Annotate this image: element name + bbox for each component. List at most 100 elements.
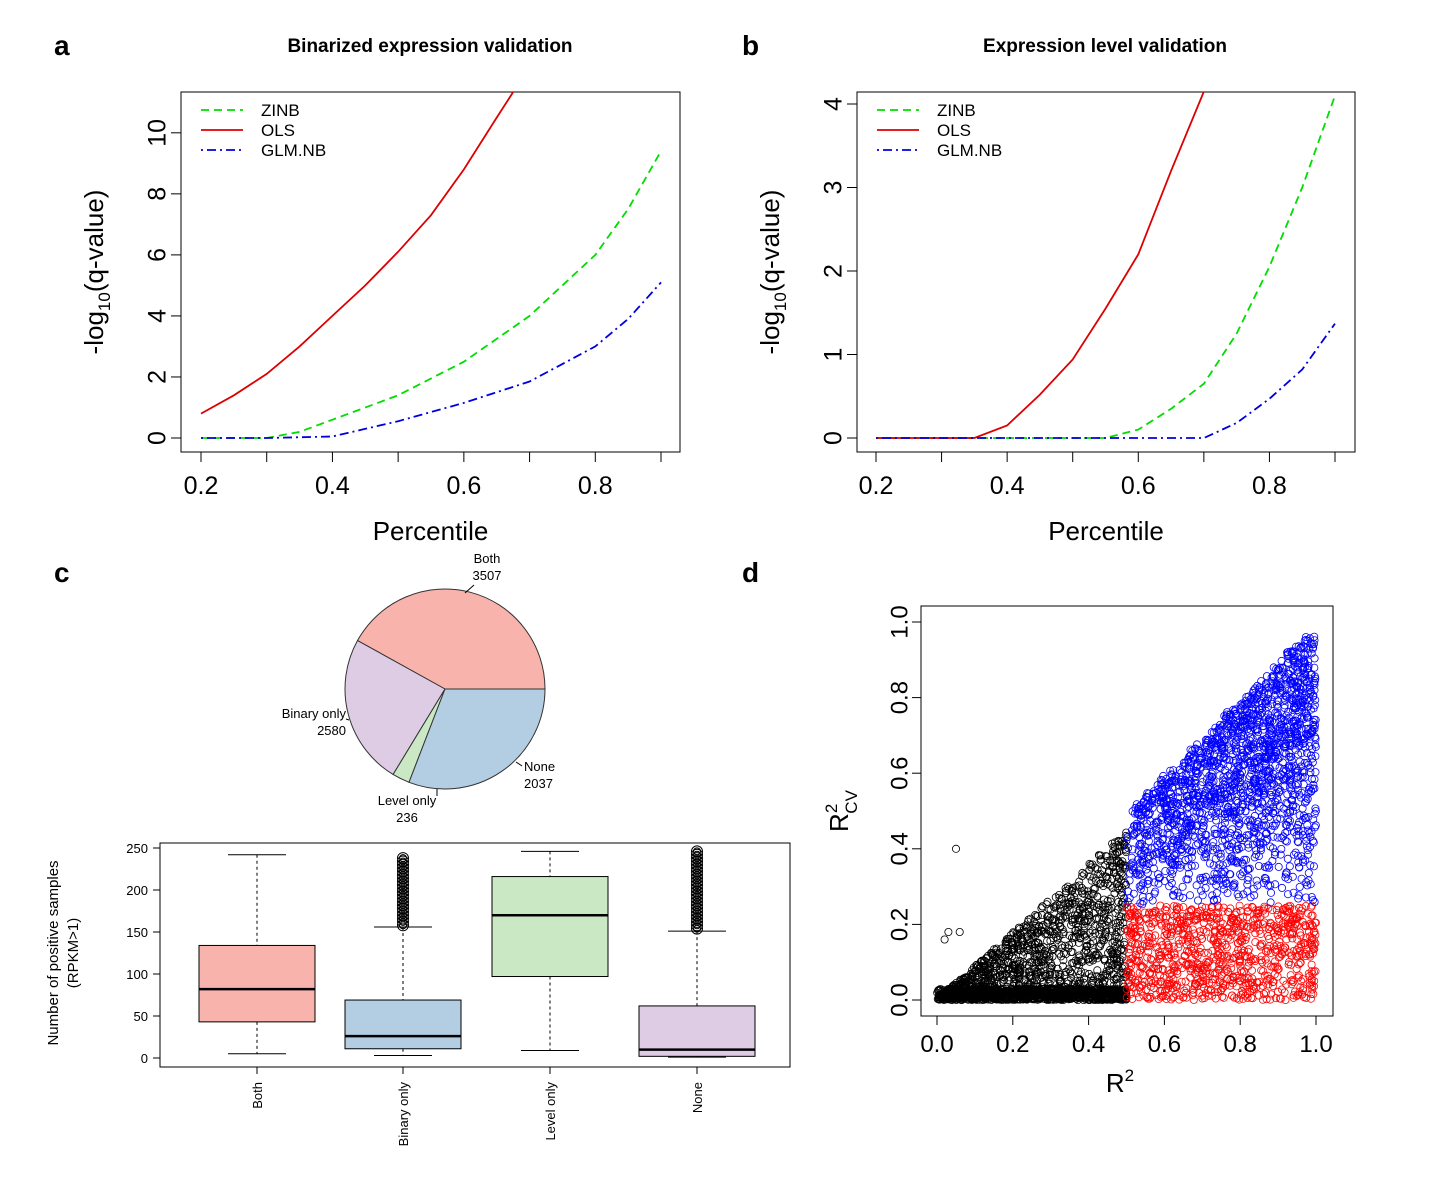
- scatter-point: [1146, 955, 1155, 964]
- scatter-point: [1081, 918, 1090, 927]
- scatter-point: [1180, 952, 1189, 961]
- scatter-point: [1114, 987, 1123, 996]
- y-axis-label-units: (RPKM>1): [65, 918, 82, 988]
- scatter-point: [1151, 977, 1160, 986]
- scatter-point: [1068, 948, 1077, 957]
- scatter-point: [1007, 937, 1016, 946]
- scatter-point: [1157, 919, 1166, 928]
- scatter-point: [1092, 914, 1101, 923]
- scatter-point: [1277, 845, 1286, 854]
- scatter-point: [1106, 881, 1115, 890]
- scatter-point: [1101, 969, 1110, 978]
- scatter-point: [1189, 944, 1198, 953]
- scatter-point: [1277, 834, 1286, 843]
- scatter-point: [1064, 899, 1073, 908]
- scatter-point: [1273, 739, 1282, 748]
- scatter-point: [1149, 864, 1158, 873]
- scatter-point: [1171, 826, 1180, 835]
- scatter-point: [1271, 880, 1280, 889]
- scatter-point: [1241, 935, 1250, 944]
- scatter-point: [1214, 807, 1223, 816]
- scatter-point: [1294, 944, 1303, 953]
- scatter-point: [1015, 974, 1024, 983]
- legend-label: GLM.NB: [261, 141, 326, 160]
- scatter-point: [1164, 940, 1173, 949]
- scatter-point: [1279, 918, 1288, 927]
- series-group: [200, 92, 662, 439]
- scatter-point: [1028, 995, 1037, 1004]
- scatter-point: [1038, 902, 1047, 911]
- series-line-ols: [200, 92, 515, 415]
- scatter-point: [1221, 766, 1230, 775]
- scatter-point: [1234, 815, 1243, 824]
- scatter-point: [1236, 922, 1245, 931]
- scatter-point: [1108, 925, 1117, 934]
- scatter-point: [1057, 977, 1066, 986]
- outlier-point: [691, 865, 703, 878]
- scatter-point: [1158, 855, 1167, 864]
- scatter-point: [1177, 920, 1186, 929]
- scatter-point: [1228, 927, 1237, 936]
- scatter-point: [1127, 853, 1136, 862]
- scatter-point: [1131, 932, 1140, 941]
- scatter-point: [1104, 902, 1113, 911]
- scatter-point: [1153, 965, 1162, 974]
- x-tick-label: 0.8: [1224, 1031, 1257, 1058]
- scatter-point: [1257, 956, 1266, 965]
- scatter-point: [1094, 900, 1103, 909]
- scatter-point: [1161, 803, 1170, 812]
- scatter-point: [1216, 987, 1225, 996]
- scatter-point: [1223, 974, 1232, 983]
- scatter-point: [1124, 979, 1133, 988]
- scatter-point: [972, 960, 981, 969]
- scatter-point: [1207, 978, 1216, 987]
- scatter-point: [1072, 993, 1081, 1002]
- scatter-point: [1218, 869, 1227, 878]
- scatter-point: [1281, 996, 1290, 1005]
- scatter-point: [1302, 713, 1311, 722]
- scatter-point: [1180, 786, 1189, 795]
- scatter-point: [1168, 960, 1177, 969]
- scatter-point: [1299, 984, 1308, 993]
- y-tick-label: 2: [820, 264, 848, 278]
- scatter-point: [1011, 975, 1020, 984]
- scatter-point: [1251, 955, 1260, 964]
- scatter-point: [1171, 953, 1180, 962]
- scatter-point: [1234, 938, 1243, 947]
- scatter-point: [1231, 738, 1240, 747]
- scatter-point: [1163, 947, 1172, 956]
- scatter-point: [1106, 897, 1115, 906]
- scatter-point: [1167, 808, 1176, 817]
- scatter-point: [1174, 936, 1183, 945]
- scatter-point: [1116, 955, 1125, 964]
- scatter-point: [1209, 861, 1218, 870]
- x-tick-label: 0.2: [859, 472, 894, 500]
- scatter-point: [953, 995, 962, 1004]
- scatter-point: [1076, 976, 1085, 985]
- scatter-point: [1270, 970, 1279, 979]
- scatter-point: [1226, 904, 1235, 913]
- scatter-point: [1261, 697, 1270, 706]
- scatter-point: [1123, 833, 1132, 842]
- scatter-point: [1113, 938, 1122, 947]
- scatter-point: [1145, 968, 1154, 977]
- scatter-point: [1233, 748, 1242, 757]
- scatter-point: [1093, 966, 1102, 975]
- scatter-point: [1115, 991, 1124, 1000]
- scatter-point: [1306, 994, 1315, 1003]
- scatter-point: [1214, 794, 1223, 803]
- scatter-point: [1177, 977, 1186, 986]
- x-axis-label: Percentile: [373, 516, 489, 546]
- scatter-point: [1015, 981, 1024, 990]
- panel-letter-a: a: [54, 30, 70, 61]
- scatter-point: [1126, 860, 1135, 869]
- scatter-point: [1172, 909, 1181, 918]
- scatter-point: [1132, 868, 1141, 877]
- scatter-point: [1276, 850, 1285, 859]
- scatter-point: [1044, 979, 1053, 988]
- scatter-point: [1083, 917, 1092, 926]
- scatter-point: [1052, 933, 1061, 942]
- scatter-point: [1150, 889, 1159, 898]
- scatter-point: [1132, 956, 1141, 965]
- scatter-point: [1302, 725, 1311, 734]
